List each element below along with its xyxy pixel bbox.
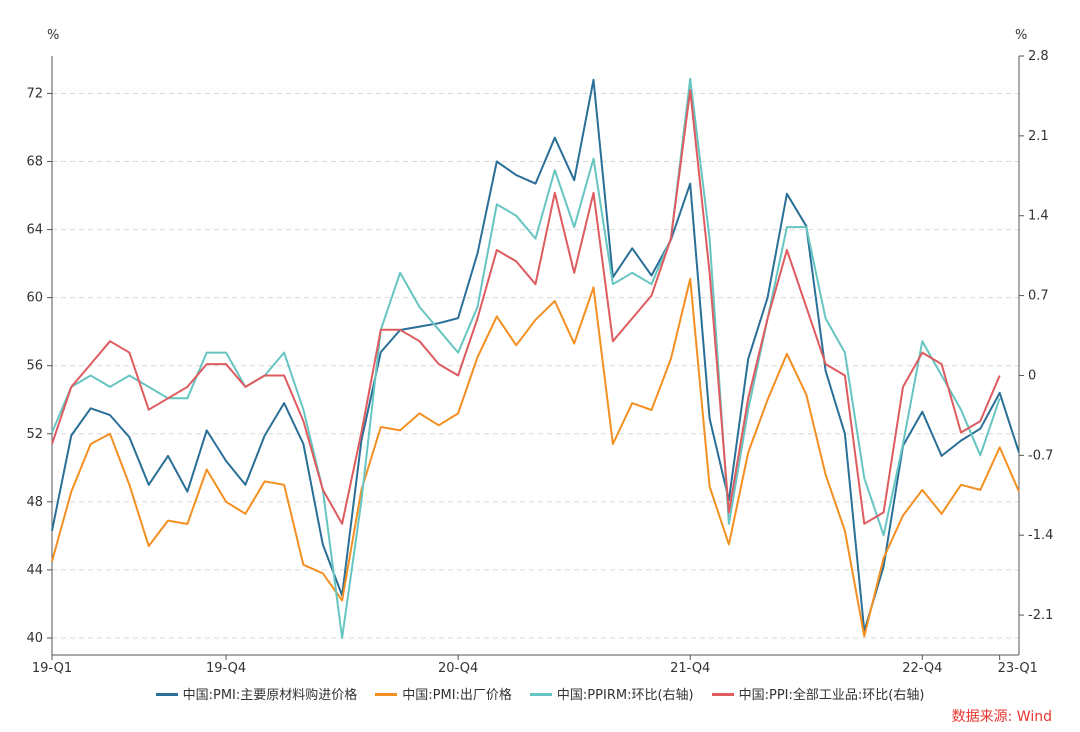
- left-tick-label: 40: [26, 631, 43, 646]
- legend-label: 中国:PMI:出厂价格: [402, 688, 512, 703]
- left-tick-label: 68: [26, 155, 43, 170]
- left-tick-label: 56: [26, 359, 43, 374]
- x-tick-label: 23-Q1: [998, 661, 1038, 676]
- left-tick-label: 52: [26, 427, 43, 442]
- legend-item: 中国:PPIRM:环比(右轴): [529, 684, 694, 703]
- series-lines: [51, 77, 1020, 639]
- legend-label: 中国:PPIRM:环比(右轴): [556, 688, 694, 703]
- series-line-2: [51, 277, 1020, 638]
- right-tick-label: 0.7: [1028, 289, 1049, 304]
- x-tick-label: 19-Q4: [206, 661, 246, 676]
- left-tick-label: 72: [26, 86, 43, 101]
- x-tick-label: 21-Q4: [670, 661, 710, 676]
- legend-item: 中国:PMI:主要原材料购进价格: [155, 684, 358, 703]
- legend: 中国:PMI:主要原材料购进价格 中国:PMI:出厂价格 中国:PPIRM:环比(右…: [0, 684, 1080, 703]
- right-tick-label: 2.1: [1028, 129, 1049, 144]
- right-tick-label: -1.4: [1028, 528, 1053, 543]
- right-tick-label: 2.8: [1028, 49, 1049, 64]
- left-axis-unit: %: [47, 28, 59, 43]
- left-tick-label: 48: [26, 495, 43, 510]
- legend-item: 中国:PMI:出厂价格: [375, 684, 512, 703]
- axis-ticks: 40 44 48 52 56 60 64 68 72 -2.1 -1.4 -0.7 0 0.7 1.4 2.1…: [26, 49, 1053, 676]
- series-line-3: [51, 77, 1001, 639]
- left-tick-label: 44: [26, 563, 43, 578]
- x-tick-label: 22-Q4: [902, 661, 942, 676]
- right-tick-label: 0: [1028, 368, 1036, 383]
- right-axis-unit: %: [1015, 28, 1027, 43]
- source-note: 数据来源: Wind: [951, 709, 1052, 725]
- legend-swatch: [155, 693, 178, 696]
- series-line-4: [51, 89, 1001, 525]
- right-tick-label: -0.7: [1028, 448, 1053, 463]
- x-tick-label: 20-Q4: [438, 661, 478, 676]
- left-tick-label: 64: [26, 223, 43, 238]
- right-tick-label: 1.4: [1028, 209, 1049, 224]
- legend-swatch: [529, 693, 552, 696]
- legend-swatch: [375, 693, 398, 696]
- legend-label: 中国:PMI:主要原材料购进价格: [182, 688, 358, 703]
- series-line-1: [51, 78, 1020, 633]
- legend-item: 中国:PPI:全部工业品:环比(右轴): [711, 684, 925, 703]
- legend-label: 中国:PPI:全部工业品:环比(右轴): [738, 688, 925, 703]
- legend-swatch: [711, 693, 734, 696]
- x-tick-label: 19-Q1: [32, 661, 72, 676]
- grid-lines: [52, 92, 1019, 639]
- left-tick-label: 60: [26, 291, 43, 306]
- right-tick-label: -2.1: [1028, 608, 1053, 623]
